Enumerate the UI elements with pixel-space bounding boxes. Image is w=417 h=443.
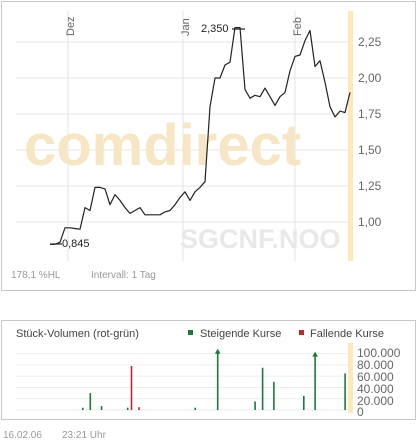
price-chart-panel: comdirect SGCNF.NOO Dez Jan Feb 2,25 2,0… (1, 1, 416, 291)
volume-chart-panel: Stück-Volumen (rot-grün) Steigende Kurse… (1, 320, 416, 420)
legend-rise-swatch (188, 330, 193, 335)
today-marker-bar (348, 11, 353, 261)
footer-time: 23:21 Uhr (62, 430, 106, 441)
watermark-brand: comdirect (24, 113, 301, 178)
volume-bar (130, 366, 133, 410)
legend-fall-label: Fallende Kurse (310, 328, 384, 340)
price-y-axis-labels: 2,25 2,00 1,75 1,50 1,25 1,00 (358, 35, 382, 229)
volume-bar (89, 393, 92, 410)
volume-bar (126, 407, 129, 410)
vol-y-tick-label: 20.000 (357, 394, 394, 408)
volume-bar (194, 407, 196, 410)
volume-bar (303, 395, 305, 410)
watermark-symbol: SGCNF.NOO (180, 224, 341, 254)
volume-bar (82, 407, 84, 410)
volume-grid (16, 353, 348, 411)
y-tick-label: 1,00 (358, 215, 382, 229)
volume-y-axis-labels: 100.000 80.000 60.000 40.000 20.000 0 (357, 346, 401, 419)
volume-bar (261, 367, 264, 410)
legend-rise-label: Steigende Kurse (200, 328, 281, 340)
x-tick-label-jan: Jan (180, 18, 192, 36)
volume-bar (344, 373, 346, 410)
x-tick-label-dez: Dez (65, 16, 77, 36)
price-grid (16, 11, 348, 261)
volume-bar (314, 353, 316, 410)
footer-date: 16.02.06 (3, 430, 42, 441)
vol-y-tick-label: 60.000 (357, 370, 394, 384)
price-chart: comdirect SGCNF.NOO Dez Jan Feb 2,25 2,0… (16, 11, 382, 261)
volume-bar (100, 406, 103, 410)
volume-overflow-arrow (312, 351, 318, 357)
y-tick-label: 1,75 (358, 107, 382, 121)
price-line-series (50, 27, 351, 245)
volume-overflow-arrow (214, 348, 221, 354)
volume-bar (216, 350, 219, 410)
interval-label: Intervall: 1 Tag (91, 270, 156, 281)
vol-y-tick-label: 100.000 (357, 346, 401, 360)
high-annotation: 2,350 (201, 23, 229, 35)
y-tick-label: 1,50 (358, 143, 382, 157)
volume-bar (254, 401, 256, 410)
volume-chart: Stück-Volumen (rot-grün) Steigende Kurse… (16, 328, 401, 419)
y-tick-label: 1,25 (358, 179, 382, 193)
today-marker-bar (348, 343, 353, 413)
range-label: 178,1 %HL (11, 270, 61, 281)
volume-bar (138, 407, 140, 410)
volume-bar (273, 381, 275, 410)
vol-y-tick-label: 40.000 (357, 382, 394, 396)
low-annotation: 0,845 (62, 238, 90, 250)
x-tick-label-feb: Feb (292, 17, 304, 36)
y-tick-label: 2,25 (358, 35, 382, 49)
legend-fall-swatch (299, 330, 304, 335)
vol-y-tick-label: 0 (357, 405, 364, 419)
volume-bars (82, 348, 346, 410)
volume-title: Stück-Volumen (rot-grün) (16, 328, 139, 340)
vol-y-tick-label: 80.000 (357, 358, 394, 372)
y-tick-label: 2,00 (358, 71, 382, 85)
price-x-axis-labels: Dez Jan Feb (65, 16, 304, 36)
